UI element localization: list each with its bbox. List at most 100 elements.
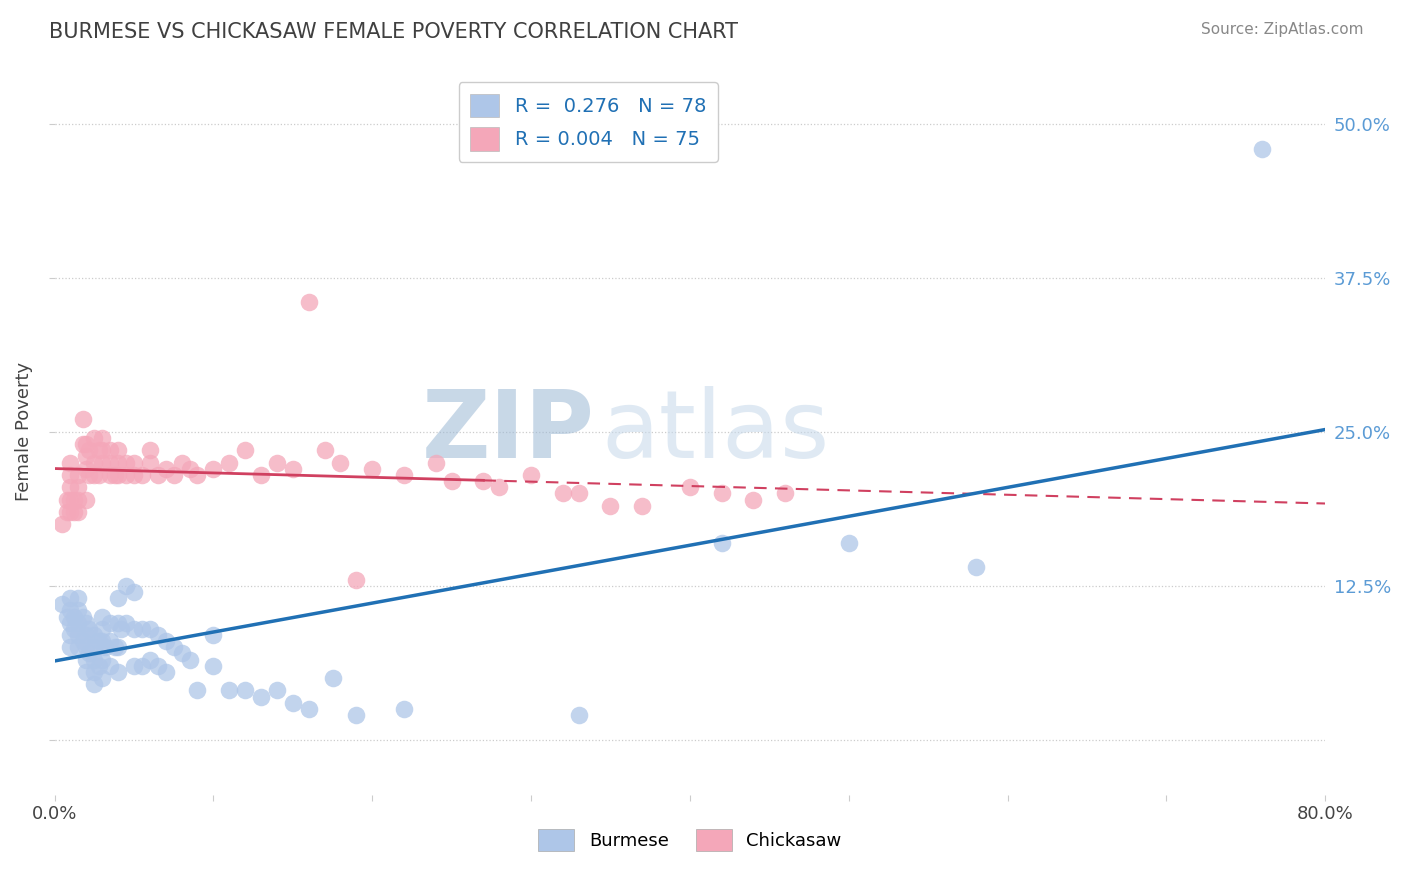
Point — [131, 622, 153, 636]
Point — [87, 634, 110, 648]
Point — [79, 647, 101, 661]
Point — [568, 708, 591, 723]
Point — [72, 412, 94, 426]
Point — [83, 652, 105, 666]
Point — [139, 622, 162, 636]
Point — [122, 467, 145, 482]
Point — [107, 591, 129, 605]
Point — [67, 505, 90, 519]
Point — [94, 640, 117, 655]
Point — [75, 640, 97, 655]
Point — [79, 467, 101, 482]
Point — [59, 480, 82, 494]
Point — [520, 467, 543, 482]
Point — [91, 671, 114, 685]
Point — [115, 467, 138, 482]
Point — [179, 461, 201, 475]
Point — [361, 461, 384, 475]
Point — [51, 597, 73, 611]
Point — [107, 456, 129, 470]
Point — [170, 456, 193, 470]
Point — [72, 437, 94, 451]
Point — [710, 535, 733, 549]
Point — [75, 628, 97, 642]
Point — [91, 609, 114, 624]
Point — [202, 658, 225, 673]
Point — [59, 640, 82, 655]
Point — [83, 665, 105, 679]
Point — [281, 696, 304, 710]
Point — [91, 622, 114, 636]
Point — [233, 683, 256, 698]
Point — [440, 474, 463, 488]
Point — [56, 609, 79, 624]
Text: Source: ZipAtlas.com: Source: ZipAtlas.com — [1201, 22, 1364, 37]
Point — [56, 492, 79, 507]
Point — [98, 456, 121, 470]
Point — [59, 591, 82, 605]
Point — [266, 683, 288, 698]
Point — [87, 467, 110, 482]
Point — [218, 683, 240, 698]
Point — [773, 486, 796, 500]
Point — [104, 467, 127, 482]
Point — [59, 456, 82, 470]
Point — [62, 622, 84, 636]
Point — [233, 443, 256, 458]
Point — [838, 535, 860, 549]
Point — [344, 708, 367, 723]
Point — [59, 467, 82, 482]
Point — [62, 492, 84, 507]
Point — [59, 505, 82, 519]
Point — [329, 456, 352, 470]
Point — [392, 467, 415, 482]
Point — [83, 467, 105, 482]
Point — [186, 467, 208, 482]
Point — [155, 634, 177, 648]
Point — [551, 486, 574, 500]
Point — [75, 461, 97, 475]
Point — [122, 658, 145, 673]
Point — [104, 640, 127, 655]
Point — [321, 671, 343, 685]
Point — [742, 492, 765, 507]
Point — [488, 480, 510, 494]
Point — [202, 628, 225, 642]
Point — [631, 499, 654, 513]
Point — [122, 622, 145, 636]
Point — [67, 640, 90, 655]
Y-axis label: Female Poverty: Female Poverty — [15, 362, 32, 501]
Point — [72, 609, 94, 624]
Point — [67, 591, 90, 605]
Point — [679, 480, 702, 494]
Point — [107, 467, 129, 482]
Point — [122, 456, 145, 470]
Point — [67, 615, 90, 630]
Point — [107, 640, 129, 655]
Point — [98, 467, 121, 482]
Point — [965, 560, 987, 574]
Text: BURMESE VS CHICKASAW FEMALE POVERTY CORRELATION CHART: BURMESE VS CHICKASAW FEMALE POVERTY CORR… — [49, 22, 738, 42]
Point — [75, 437, 97, 451]
Point — [56, 505, 79, 519]
Point — [59, 615, 82, 630]
Point — [75, 665, 97, 679]
Point — [87, 443, 110, 458]
Point — [91, 634, 114, 648]
Point — [107, 615, 129, 630]
Point — [91, 456, 114, 470]
Point — [146, 658, 169, 673]
Point — [83, 677, 105, 691]
Point — [83, 456, 105, 470]
Point — [568, 486, 591, 500]
Point — [710, 486, 733, 500]
Point — [146, 467, 169, 482]
Point — [87, 658, 110, 673]
Point — [59, 492, 82, 507]
Legend: R =  0.276   N = 78, R = 0.004   N = 75: R = 0.276 N = 78, R = 0.004 N = 75 — [458, 82, 718, 162]
Point — [202, 461, 225, 475]
Point — [115, 456, 138, 470]
Point — [51, 517, 73, 532]
Point — [599, 499, 621, 513]
Point — [281, 461, 304, 475]
